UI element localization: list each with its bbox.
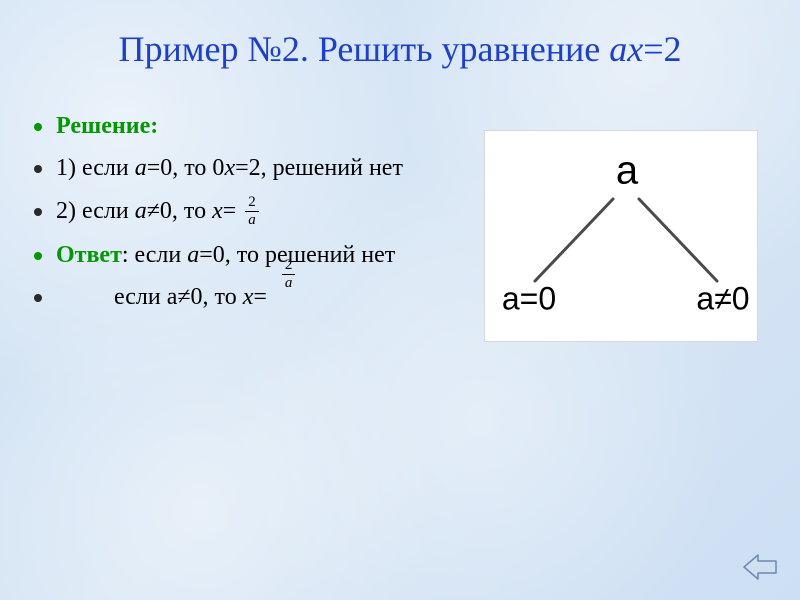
bullet-dot-icon xyxy=(34,123,42,131)
case-1-text: 1) если а=0, то 0х=2, решений нет xyxy=(56,152,474,184)
c1-x: х xyxy=(224,155,235,181)
c1-tail: =2, решений нет xyxy=(235,155,403,181)
c1-prefix: 1) если xyxy=(56,155,135,181)
answer-label: Ответ xyxy=(56,242,122,268)
case-tree-diagram: a a=0 a≠0 xyxy=(484,130,758,342)
frac-num: 2 xyxy=(282,258,296,275)
c1-mid: =0, то 0 xyxy=(147,155,225,181)
bullet-dot-icon xyxy=(34,165,42,173)
c2-x: х xyxy=(212,198,223,224)
ans2-prefix: если а≠0, то xyxy=(114,284,243,310)
ans-a1: а xyxy=(187,242,199,268)
bullet-case-1: 1) если а=0, то 0х=2, решений нет xyxy=(34,152,474,184)
fraction-2-over-a: 2 a xyxy=(245,195,259,228)
answer-line-2: если а≠0, то х= 2 a xyxy=(56,281,474,315)
bullet-answer-2: если а≠0, то х= 2 a xyxy=(34,281,474,315)
c2-neq: ≠0, то xyxy=(147,198,212,224)
title-var-a: a xyxy=(609,29,627,69)
answer-line-1: Ответ: если а=0, то решений нет xyxy=(56,239,474,271)
case-2-text: 2) если а≠0, то х= 2 a xyxy=(56,195,474,229)
ans-a1-tail: =0, то решений нет xyxy=(199,242,395,268)
slide: Пример №2. Решить уравнение ax=2 Решение… xyxy=(0,0,800,600)
bullet-solution-label: Решение: xyxy=(34,110,474,142)
frac-den: a xyxy=(245,212,259,228)
bullet-case-2: 2) если а≠0, то х= 2 a xyxy=(34,195,474,229)
c2-a: а xyxy=(135,198,147,224)
c1-a: а xyxy=(135,155,147,181)
c2-prefix: 2) если xyxy=(56,198,135,224)
title-prefix: Пример №2. Решить уравнение xyxy=(118,29,609,69)
content-area: Решение: 1) если а=0, то 0х=2, решений н… xyxy=(34,110,474,325)
slide-title: Пример №2. Решить уравнение ax=2 xyxy=(0,0,800,70)
title-eq: =2 xyxy=(643,29,681,69)
fraction-2-over-a: 2 a xyxy=(282,258,296,291)
svg-text:a≠0: a≠0 xyxy=(696,280,749,316)
bullet-dot-icon xyxy=(34,208,42,216)
bullet-answer-1: Ответ: если а=0, то решений нет xyxy=(34,239,474,271)
c2-eq: = xyxy=(223,198,237,224)
nav-back-button[interactable] xyxy=(742,552,778,582)
ans2-x: х xyxy=(243,284,254,310)
tree-svg: a a=0 a≠0 xyxy=(485,131,757,341)
frac-num: 2 xyxy=(245,195,259,212)
ans-sep: : если xyxy=(122,242,187,268)
back-arrow-icon xyxy=(742,552,778,582)
bullet-dot-icon xyxy=(34,252,42,260)
svg-text:a=0: a=0 xyxy=(502,280,556,316)
solution-label: Решение: xyxy=(56,113,158,139)
title-var-x: x xyxy=(627,29,643,69)
frac-den: a xyxy=(282,275,296,291)
svg-text:a: a xyxy=(616,149,639,193)
ans2-eq: = xyxy=(253,284,267,310)
bullet-dot-icon xyxy=(34,294,42,302)
